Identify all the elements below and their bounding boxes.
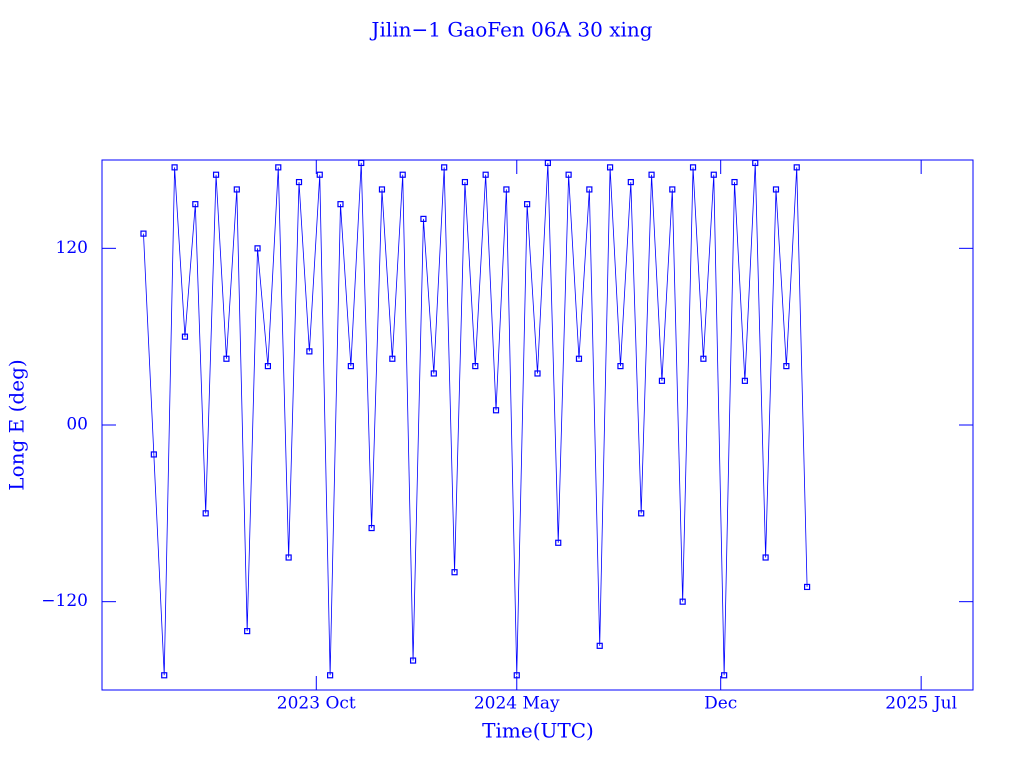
data-point — [212, 171, 220, 178]
data-point — [586, 186, 593, 193]
plot-area — [140, 160, 811, 679]
data-point — [461, 178, 469, 186]
data-point — [150, 451, 157, 458]
data-point — [430, 370, 437, 377]
data-point — [389, 355, 396, 362]
x-tick-label: 2023 Oct — [277, 694, 356, 714]
data-point — [233, 186, 240, 193]
data-point — [689, 164, 697, 171]
data-point — [254, 245, 261, 252]
data-point — [347, 363, 354, 370]
data-point — [306, 348, 313, 355]
data-point — [669, 186, 676, 193]
data-point — [803, 583, 811, 591]
data-point — [731, 178, 738, 186]
data-point — [638, 510, 645, 517]
data-point — [171, 164, 178, 171]
x-axis-label: Time(UTC) — [482, 719, 594, 743]
data-point — [679, 598, 686, 605]
y-tick-label: −120 — [41, 591, 88, 611]
data-point — [316, 171, 323, 178]
data-point — [244, 628, 251, 635]
data-point — [140, 230, 147, 237]
data-point — [192, 201, 199, 208]
data-point — [399, 171, 406, 178]
data-point — [596, 642, 603, 649]
data-point — [752, 160, 759, 167]
data-point — [544, 160, 551, 167]
data-point — [648, 171, 655, 178]
data-point — [378, 186, 386, 193]
x-tick-label: 2024 May — [474, 694, 560, 714]
data-point — [482, 171, 489, 178]
x-tick-label: Dec — [704, 694, 737, 714]
data-point — [741, 377, 748, 384]
data-point — [783, 363, 790, 370]
data-point — [492, 407, 500, 414]
data-point — [555, 539, 562, 546]
data-point — [368, 524, 375, 532]
data-point — [441, 164, 448, 171]
data-point — [420, 215, 427, 222]
data-point — [793, 164, 800, 171]
x-tick-label: 2025 Jul — [885, 694, 957, 714]
data-point — [223, 355, 230, 362]
data-point — [327, 672, 334, 679]
plot-frame — [101, 159, 974, 691]
data-point — [534, 370, 541, 377]
data-point — [617, 363, 624, 370]
data-point — [710, 171, 717, 178]
data-point — [472, 363, 479, 370]
data-point — [409, 657, 417, 664]
y-tick-label: 00 — [66, 415, 88, 435]
data-point — [658, 377, 666, 384]
data-point — [503, 186, 510, 193]
data-point — [295, 178, 303, 186]
data-point — [181, 333, 189, 340]
data-point — [575, 355, 583, 362]
data-point — [606, 164, 614, 171]
data-point — [285, 554, 292, 561]
data-point — [275, 164, 282, 171]
data-point — [202, 510, 209, 517]
chart-title: Jilin−1 GaoFen 06A 30 xing — [369, 18, 652, 42]
data-point — [700, 355, 707, 362]
data-point — [627, 178, 634, 186]
data-point — [565, 171, 572, 178]
data-point — [264, 363, 272, 370]
data-point — [358, 160, 365, 167]
data-point — [161, 672, 168, 679]
y-axis-label: Long E (deg) — [5, 359, 29, 490]
data-line — [143, 162, 808, 676]
y-tick-label: 120 — [56, 238, 88, 258]
data-point — [762, 554, 769, 561]
data-point — [721, 672, 728, 679]
data-point — [451, 569, 458, 576]
data-point — [772, 186, 780, 193]
data-point — [524, 201, 531, 208]
data-point — [337, 201, 344, 208]
